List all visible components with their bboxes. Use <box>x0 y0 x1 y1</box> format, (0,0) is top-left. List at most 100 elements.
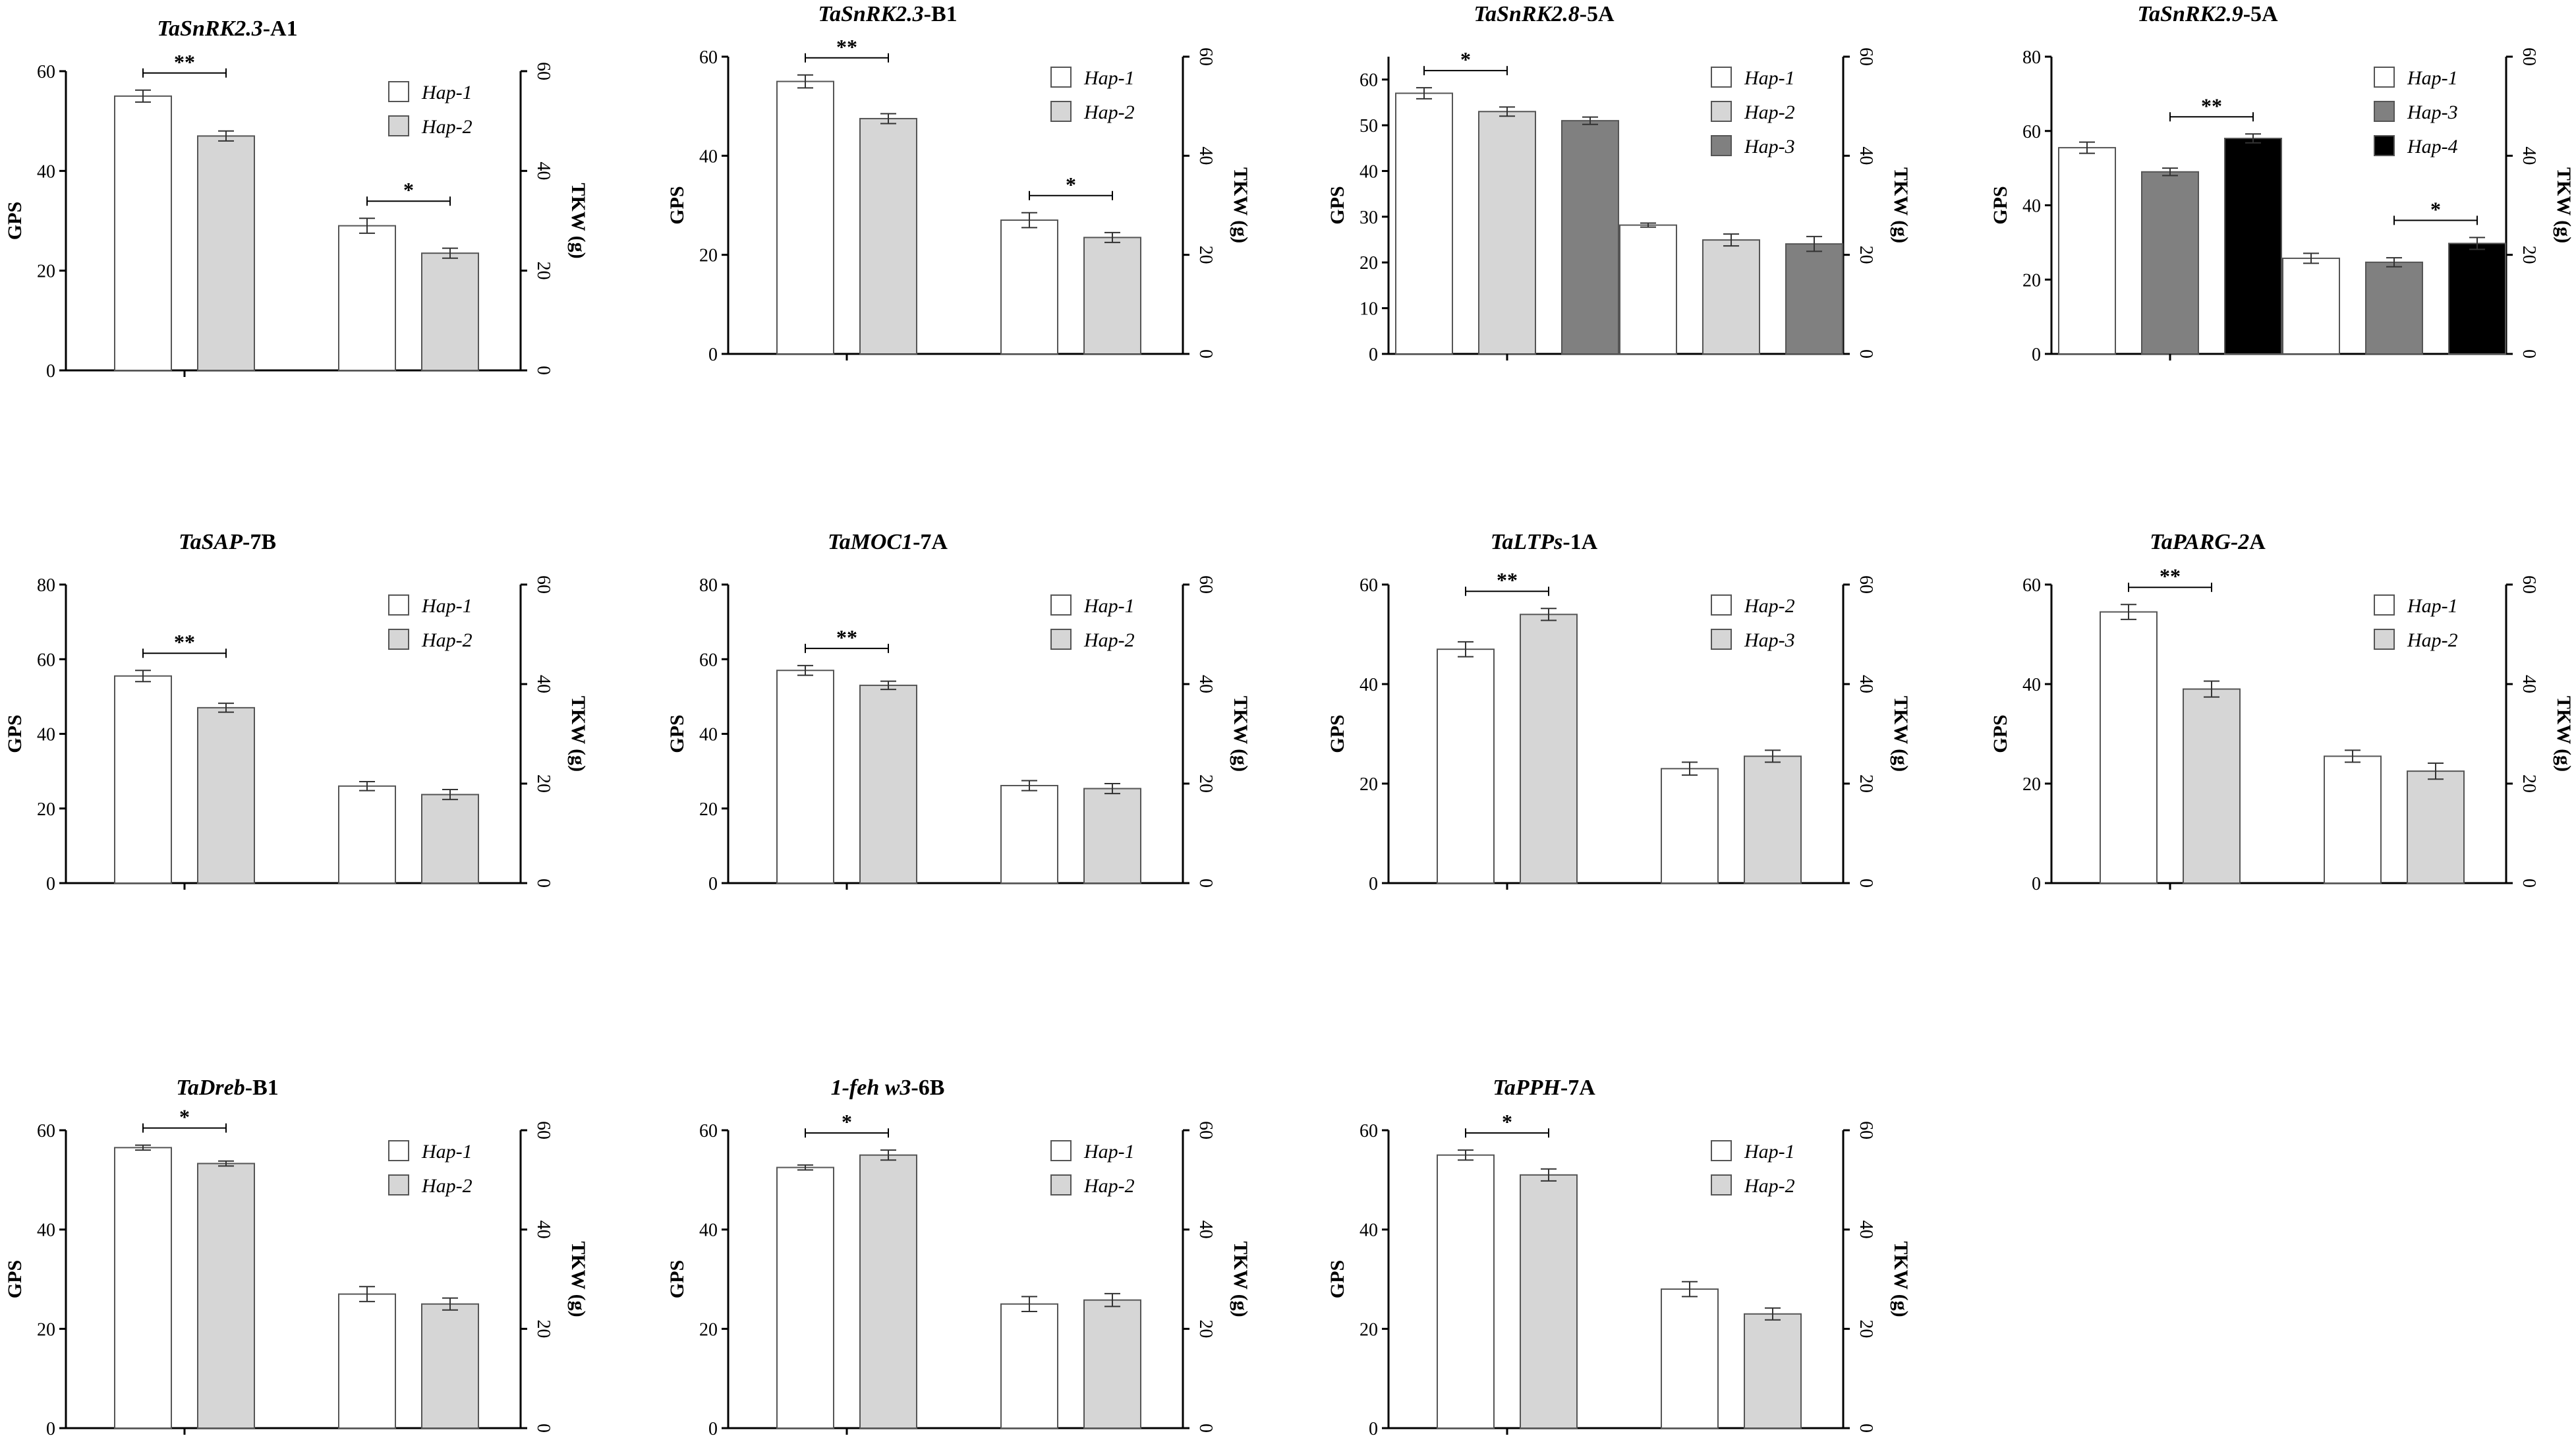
left-tick-label: 60 <box>699 1121 718 1141</box>
chart-panel-9: TaDreb-B1 0 20 40 60 0 20 40 60 GPS TKW (g) * Hap-1 H… <box>4 1076 589 1439</box>
chart-title-gene: TaMOC1 <box>828 530 913 554</box>
legend-swatch-hap-1 <box>1050 594 1072 616</box>
legend-label: Hap-1 <box>421 1141 472 1163</box>
legend-label: Hap-2 <box>2407 629 2458 651</box>
legend-label: Hap-1 <box>1083 1141 1135 1163</box>
left-tick-label: 0 <box>1369 345 1378 365</box>
legend-label: Hap-4 <box>2407 136 2458 158</box>
bar-hap-2 <box>1083 237 1141 355</box>
bar-hap-1 <box>2058 147 2116 355</box>
right-tick-label: 40 <box>1195 675 1216 693</box>
bar-hap-1 <box>776 1166 834 1429</box>
left-tick-label: 20 <box>37 262 55 282</box>
chart-panel-11: TaPPH-7A 0 20 40 60 0 20 40 60 GPS TKW (g) * Hap-1 Ha… <box>1327 1076 1912 1439</box>
legend-label: Hap-1 <box>1083 67 1135 89</box>
chart-title-suffix: -7B <box>243 530 276 554</box>
chart-title-gene: TaSAP <box>179 530 243 554</box>
bar-hap-4 <box>2448 243 2506 355</box>
legend-swatch-hap-3 <box>1711 629 1732 650</box>
left-tick-label: 0 <box>708 345 718 365</box>
significance-label: ** <box>2201 94 2222 117</box>
bar-hap-2 <box>421 252 479 371</box>
right-tick-label: 20 <box>2519 246 2539 264</box>
right-tick-label: 0 <box>533 1424 554 1433</box>
left-tick-label: 0 <box>1369 874 1378 894</box>
right-tick-label: 20 <box>1195 246 1216 264</box>
left-tick-label: 0 <box>1369 1419 1378 1439</box>
chart-panel-5: TaSAP-7B 0 20 40 60 80 0 20 40 60 GPS TKW (g) ** Hap-… <box>4 530 589 894</box>
bar-hap-2 <box>859 1154 917 1429</box>
y-axis-label: GPS <box>1327 714 1348 753</box>
chart-panel-3: TaSnRK2.8-5A 0 10 20 30 40 50 60 0 20 40 60 GPS TKW (… <box>1327 2 1912 365</box>
left-tick-label: 40 <box>37 161 55 182</box>
left-tick-label: 80 <box>2022 47 2041 68</box>
bar-hap-1 <box>2100 611 2158 884</box>
left-tick-label: 60 <box>37 650 55 670</box>
chart-title-gene: TaSnRK2.3 <box>818 2 923 26</box>
right-tick-label: 40 <box>533 161 554 180</box>
left-tick-label: 40 <box>1360 161 1378 182</box>
chart-title-gene: TaSnRK2.8 <box>1474 2 1579 26</box>
left-tick-label: 40 <box>1360 1221 1378 1241</box>
right-tick-label: 0 <box>1195 349 1216 359</box>
chart-title-suffix: -1A <box>1562 530 1597 554</box>
bar-hap-3 <box>2365 261 2423 355</box>
bar-hap-2 <box>1437 648 1495 884</box>
left-tick-label: 60 <box>1360 575 1378 596</box>
legend-swatch-hap-2 <box>1050 101 1072 122</box>
right-tick-label: 0 <box>2519 349 2539 359</box>
significance-label: * <box>403 178 414 202</box>
right-tick-label: 20 <box>533 1319 554 1338</box>
right-tick-label: 60 <box>1856 47 1876 66</box>
left-tick-label: 20 <box>699 246 718 266</box>
chart-title-gene: TaDreb <box>176 1076 245 1100</box>
chart-title: TaPPH-7A <box>1493 1076 1595 1100</box>
right-tick-label: 20 <box>1856 1319 1876 1338</box>
legend-label: Hap-1 <box>1083 595 1135 617</box>
chart-title-suffix: -B1 <box>245 1076 279 1100</box>
left-tick-label: 40 <box>699 1221 718 1241</box>
bar-hap-1 <box>1661 1288 1719 1429</box>
legend-swatch-hap-3 <box>2374 101 2395 122</box>
right-tick-label: 40 <box>2519 675 2539 693</box>
legend-swatch-hap-2 <box>1711 594 1732 616</box>
chart-title-gene: TaPARG-2 <box>2150 530 2249 554</box>
bar-hap-2 <box>859 684 917 884</box>
legend-label: Hap-2 <box>1083 101 1135 123</box>
right-tick-label: 40 <box>1856 146 1876 165</box>
right-tick-label: 40 <box>1195 1221 1216 1239</box>
legend-label: Hap-1 <box>1744 1141 1795 1163</box>
chart-title-gene: 1-feh w3 <box>831 1076 911 1100</box>
bar-hap-1 <box>114 95 172 371</box>
legend-swatch-hap-4 <box>2374 135 2395 156</box>
bar-hap-2 <box>1661 768 1719 884</box>
chart-title: TaSnRK2.3-B1 <box>818 2 957 26</box>
right-tick-label: 60 <box>2519 575 2539 594</box>
legend-swatch-hap-1 <box>388 1140 409 1161</box>
legend-label: Hap-2 <box>1083 629 1135 651</box>
chart-panel-8: TaPARG-2A 0 20 40 60 0 20 40 60 GPS TKW (g) ** Hap-1… <box>1989 530 2575 894</box>
legend-swatch-hap-2 <box>388 629 409 650</box>
left-tick-label: 0 <box>46 361 55 382</box>
bar-hap-1 <box>114 675 172 884</box>
y2-axis-label: TKW (g) <box>2553 696 2575 772</box>
y-axis-label: GPS <box>4 1260 26 1298</box>
left-tick-label: 40 <box>2022 196 2041 217</box>
bar-hap-1 <box>2282 257 2340 355</box>
chart-title-suffix: -6B <box>911 1076 944 1100</box>
left-tick-label: 20 <box>1360 253 1378 274</box>
significance-label: * <box>1502 1110 1512 1134</box>
legend-label: Hap-1 <box>2407 67 2458 89</box>
left-tick-label: 20 <box>37 1319 55 1340</box>
legend-label: Hap-3 <box>1744 136 1795 158</box>
right-tick-label: 60 <box>1856 1121 1876 1139</box>
chart-title-suffix: -A1 <box>263 16 298 41</box>
right-tick-label: 20 <box>1856 774 1876 793</box>
bar-hap-3 <box>1561 120 1619 355</box>
y2-axis-label: TKW (g) <box>1890 1241 1912 1317</box>
legend-swatch-hap-1 <box>388 81 409 102</box>
legend-label: Hap-2 <box>1083 1175 1135 1197</box>
bar-hap-2 <box>1702 239 1760 355</box>
right-tick-label: 40 <box>533 675 554 693</box>
